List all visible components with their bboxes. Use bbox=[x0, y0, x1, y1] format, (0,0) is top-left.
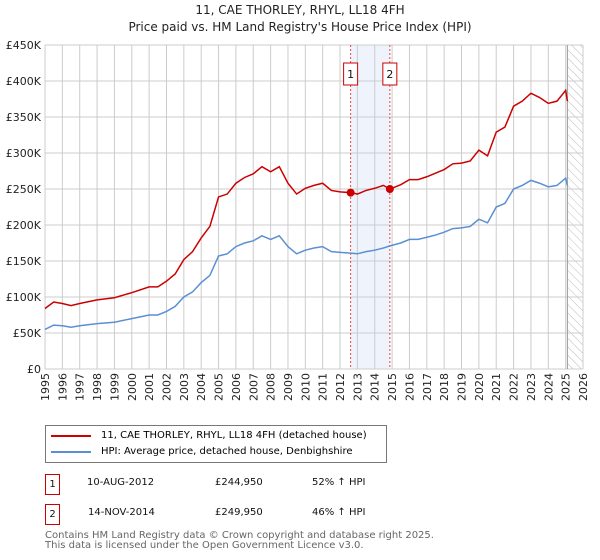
sale-period-shading bbox=[350, 45, 390, 369]
x-tick-label: 2003 bbox=[178, 373, 191, 401]
y-tick-label: £450K bbox=[6, 39, 42, 52]
x-tick-label: 2009 bbox=[282, 373, 295, 401]
x-tick-label: 2023 bbox=[525, 373, 538, 401]
x-tick-label: 2013 bbox=[351, 373, 364, 401]
x-tick-label: 1997 bbox=[74, 373, 87, 401]
sale-date: 10-AUG-2012 bbox=[87, 477, 155, 488]
price-chart: 1995 1996 1997 1998 1999 2000 2001 2002 2003 2004… bbox=[6, 39, 590, 401]
legend-property: 11, CAE THORLEY, RHYL, LL18 4FH (detache… bbox=[101, 430, 367, 441]
sale-date: 14-NOV-2014 bbox=[88, 507, 155, 518]
legend-blue-line bbox=[51, 450, 91, 453]
x-tick-label: 2010 bbox=[299, 373, 312, 401]
x-tick-label: 2024 bbox=[542, 373, 555, 401]
y-tick-label: £100K bbox=[6, 291, 42, 304]
y-tick-label: £300K bbox=[6, 147, 42, 160]
footer-licence: This data is licensed under the Open Gov… bbox=[45, 540, 364, 551]
sale-label-box bbox=[343, 62, 359, 86]
sale-marker-box: 2 bbox=[45, 504, 60, 525]
y-tick-label: £200K bbox=[6, 219, 42, 232]
sale-row-2: 2 14-NOV-2014 £249,950 46% ↑ HPI bbox=[45, 504, 425, 525]
x-tick-label: 2018 bbox=[438, 373, 451, 401]
x-tick-label: 2026 bbox=[577, 373, 590, 401]
x-tick-label: 2002 bbox=[160, 373, 173, 401]
legend-hpi: HPI: Average price, detached house, Denb… bbox=[101, 446, 353, 457]
y-tick-label: £350K bbox=[6, 111, 42, 124]
x-tick-label: 2025 bbox=[560, 373, 573, 401]
x-tick-label: 2006 bbox=[230, 373, 243, 401]
legend-red-line bbox=[51, 434, 91, 437]
property-line bbox=[44, 88, 569, 310]
legend: 11, CAE THORLEY, RHYL, LL18 4FH (detache… bbox=[45, 425, 387, 463]
x-tick-label: 2021 bbox=[490, 373, 503, 401]
x-tick-label: 2004 bbox=[195, 373, 208, 401]
x-tick-label: 2008 bbox=[265, 373, 278, 401]
y-tick-label: £400K bbox=[6, 75, 42, 88]
x-tick-label: 1998 bbox=[91, 373, 104, 401]
x-tick-label: 2015 bbox=[386, 373, 399, 401]
footer-copyright: Contains HM Land Registry data © Crown c… bbox=[45, 530, 434, 541]
sale-hpi: 52% ↑ HPI bbox=[312, 477, 366, 488]
x-tick-label: 2017 bbox=[421, 373, 434, 401]
hpi-line bbox=[44, 176, 569, 331]
sale-point bbox=[385, 185, 394, 194]
x-tick-label: 2000 bbox=[126, 373, 139, 401]
x-tick-label: 2022 bbox=[508, 373, 521, 401]
sale-marker-box: 1 bbox=[45, 474, 60, 495]
x-tick-label: 2007 bbox=[247, 373, 260, 401]
x-tick-label: 2014 bbox=[369, 373, 382, 401]
sale-point bbox=[346, 188, 355, 197]
y-tick-label: £0 bbox=[27, 363, 41, 376]
x-tick-label: 1996 bbox=[56, 373, 69, 401]
x-tick-label: 2019 bbox=[456, 373, 469, 401]
x-tick-label: 2011 bbox=[317, 373, 330, 401]
y-tick-label: £250K bbox=[6, 183, 42, 196]
sale-label: 1 bbox=[347, 68, 354, 81]
chart-subtitle: Price paid vs. HM Land Registry's House … bbox=[128, 20, 472, 34]
x-tick-label: 2016 bbox=[403, 373, 416, 401]
x-tick-label: 2020 bbox=[473, 373, 486, 401]
x-tick-label: 1995 bbox=[39, 373, 52, 401]
y-tick-label: £50K bbox=[13, 327, 42, 340]
x-tick-label: 2001 bbox=[143, 373, 156, 401]
sale-label: 2 bbox=[386, 68, 393, 81]
sale-price: £249,950 bbox=[215, 507, 263, 518]
sale-label-box bbox=[382, 62, 398, 86]
y-tick-label: £150K bbox=[6, 255, 42, 268]
chart-title: 11, CAE THORLEY, RHYL, LL18 4FH bbox=[195, 3, 405, 17]
forecast-hatch bbox=[567, 45, 583, 369]
sale-price: £244,950 bbox=[215, 477, 263, 488]
sale-row-1: 1 10-AUG-2012 £244,950 52% ↑ HPI bbox=[45, 474, 425, 495]
x-tick-label: 1999 bbox=[108, 373, 121, 401]
x-tick-label: 2005 bbox=[213, 373, 226, 401]
x-tick-label: 2012 bbox=[334, 373, 347, 401]
sale-hpi: 46% ↑ HPI bbox=[312, 507, 366, 518]
